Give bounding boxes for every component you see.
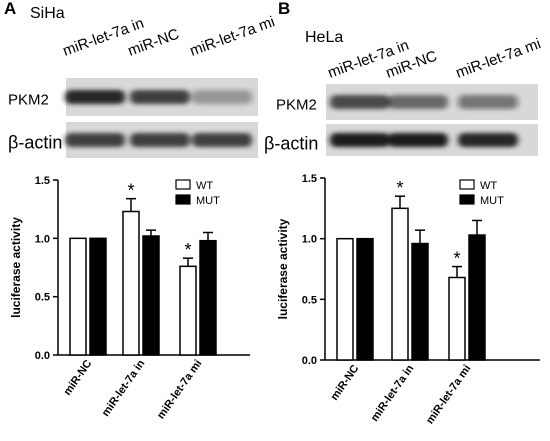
row-label: β-actin <box>8 132 62 152</box>
band <box>130 133 190 147</box>
x-tick-label: miR-let-7a mi <box>424 363 473 426</box>
y-axis-label: luciferase activity <box>276 218 290 319</box>
band <box>192 133 252 147</box>
cell-line: SiHa <box>30 5 65 22</box>
y-tick-label: 0.0 <box>35 350 50 362</box>
y-axis-label: luciferase activity <box>9 217 23 318</box>
lane-label: miR-let-7a mi <box>188 13 278 59</box>
blot-bands <box>330 95 518 109</box>
bar <box>142 235 160 356</box>
bar <box>179 265 197 356</box>
y-tick-label: 0.5 <box>302 294 317 306</box>
band <box>330 95 390 109</box>
significance-mark: * <box>453 249 460 269</box>
legend-label: WT <box>480 180 497 192</box>
blot-bands <box>330 133 518 147</box>
band <box>65 90 125 104</box>
x-tick-label: miR-NC <box>61 358 94 398</box>
x-tick-label: miR-NC <box>328 363 361 403</box>
band <box>458 133 518 147</box>
bar <box>122 210 140 356</box>
bar <box>448 276 466 361</box>
y-tick-label: 1.0 <box>302 234 317 246</box>
y-tick-label: 1.5 <box>35 175 50 187</box>
y-tick-label: 0.0 <box>302 355 317 367</box>
band <box>130 90 190 104</box>
legend-label: MUT <box>480 195 504 207</box>
bar <box>199 239 217 356</box>
legend-swatch <box>175 194 191 205</box>
bar <box>391 207 409 361</box>
band <box>388 133 448 147</box>
significance-mark: * <box>127 181 134 201</box>
legend-swatch <box>175 179 191 190</box>
row-label: PKM2 <box>276 96 317 113</box>
legend-label: WT <box>196 180 213 192</box>
significance-mark: * <box>396 178 403 198</box>
row-label: PKM2 <box>8 91 49 108</box>
y-tick-label: 1.0 <box>35 233 50 245</box>
blot-bands <box>65 90 252 104</box>
band <box>458 95 518 109</box>
legend-swatch <box>459 194 475 205</box>
legend-label: MUT <box>196 195 220 207</box>
bar <box>411 242 429 361</box>
lane-label: miR-let-7a mi <box>454 35 544 81</box>
bar <box>468 234 486 361</box>
significance-mark: * <box>184 240 191 260</box>
y-tick-label: 1.5 <box>302 173 317 185</box>
y-tick-label: 0.5 <box>35 292 50 304</box>
band <box>330 133 390 147</box>
bar <box>336 237 354 361</box>
x-tick-label: miR-let-7a in <box>100 358 148 419</box>
bar <box>89 237 107 356</box>
row-label: β-actin <box>264 133 318 153</box>
x-tick-label: miR-let-7a mi <box>155 358 204 421</box>
panel-label: A <box>4 0 16 18</box>
cell-line: HeLa <box>305 29 343 46</box>
legend-swatch <box>459 179 475 190</box>
bar <box>69 237 87 356</box>
band <box>388 95 448 109</box>
x-tick-label: miR-let-7a in <box>369 363 417 424</box>
band <box>192 90 252 104</box>
panel-label: B <box>278 0 290 18</box>
blot-bands <box>65 133 252 147</box>
band <box>65 133 125 147</box>
bar <box>356 237 374 361</box>
